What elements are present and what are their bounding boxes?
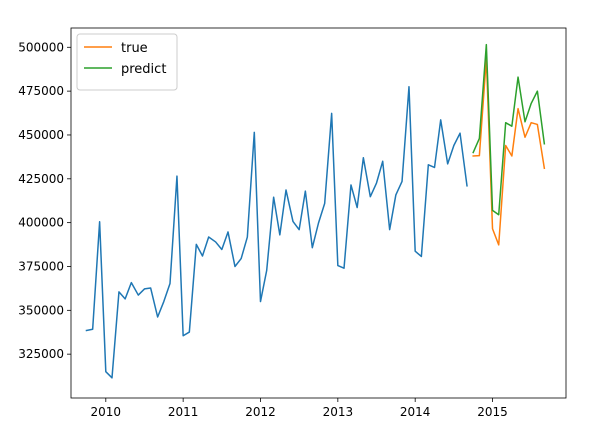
x-tick-label: 2012 — [245, 405, 276, 419]
x-tick-label: 2013 — [323, 405, 354, 419]
x-tick-label: 2015 — [477, 405, 508, 419]
legend-label-true: true — [121, 41, 148, 56]
y-tick-label: 425000 — [18, 172, 64, 186]
y-tick-label: 400000 — [18, 216, 64, 230]
legend: true predict — [76, 33, 178, 91]
plot-area — [85, 43, 546, 379]
y-tick-label: 500000 — [18, 40, 64, 54]
x-tick-label: 2010 — [91, 405, 122, 419]
axes-frame — [70, 27, 567, 399]
x-tick-label: 2011 — [168, 405, 199, 419]
series-line-series-1 — [85, 85, 468, 379]
legend-box — [76, 33, 178, 91]
y-tick-label: 375000 — [18, 259, 64, 273]
y-tick-label: 325000 — [18, 347, 64, 361]
x-tick-label: 2014 — [400, 405, 431, 419]
series-line-predict — [472, 43, 546, 216]
axes: 2010 2011 2012 2013 2014 2015 325000 350000 3750… — [18, 27, 567, 419]
y-tick-label: 450000 — [18, 128, 64, 142]
legend-label-predict: predict — [121, 62, 166, 77]
y-tick-label: 475000 — [18, 84, 64, 98]
series-line-true — [472, 57, 546, 246]
y-tick-label: 350000 — [18, 303, 64, 317]
